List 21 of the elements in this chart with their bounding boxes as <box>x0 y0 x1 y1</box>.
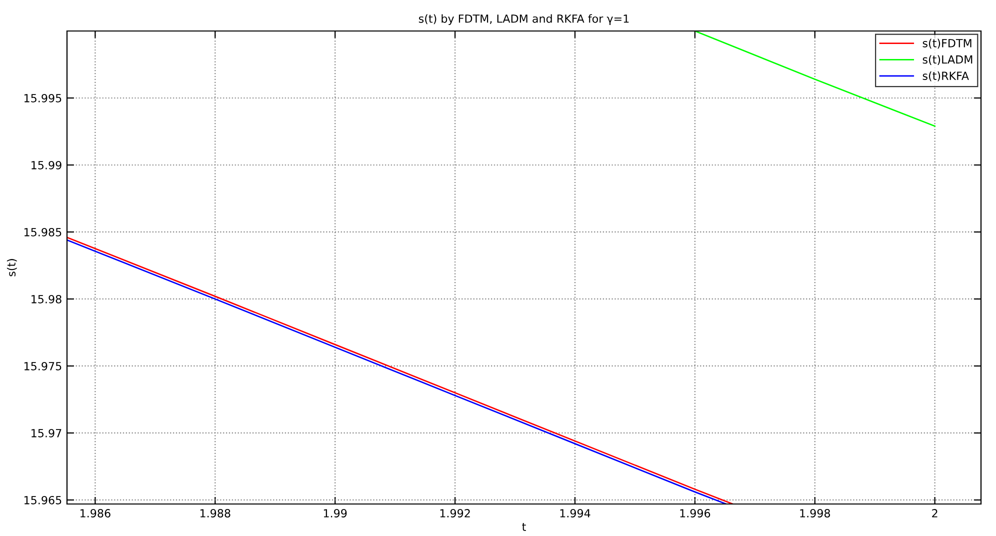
y-tick-label: 15.99 <box>32 160 62 170</box>
x-tick-label: 1.996 <box>680 509 710 518</box>
x-tick-label: 2 <box>932 509 938 518</box>
y-tick-label: 15.97 <box>32 428 62 438</box>
x-axis-title: t <box>522 523 526 531</box>
y-tick-label: 15.985 <box>24 228 62 236</box>
x-tick-label: 1.994 <box>560 509 590 518</box>
x-tick-label: 1.988 <box>200 509 230 518</box>
legend-label: s(t)FDTM <box>922 38 972 49</box>
x-tick-label: 1.986 <box>80 509 110 518</box>
x-tick-label: 1.99 <box>324 509 347 518</box>
y-axis-title: s(t) <box>6 259 17 276</box>
y-tick-label: 15.98 <box>32 294 62 304</box>
x-tick-label: 1.998 <box>800 509 830 518</box>
legend-label: s(t)RKFA <box>922 71 969 82</box>
chart-title: s(t) by FDTM, LADM and RKFA for γ=1 <box>418 14 629 25</box>
x-tick-label: 1.992 <box>440 509 470 518</box>
y-tick-label: 15.965 <box>24 496 62 504</box>
legend-label: s(t)LADM <box>922 55 972 65</box>
y-tick-label: 15.975 <box>24 362 62 370</box>
y-tick-label: 15.995 <box>24 94 62 102</box>
